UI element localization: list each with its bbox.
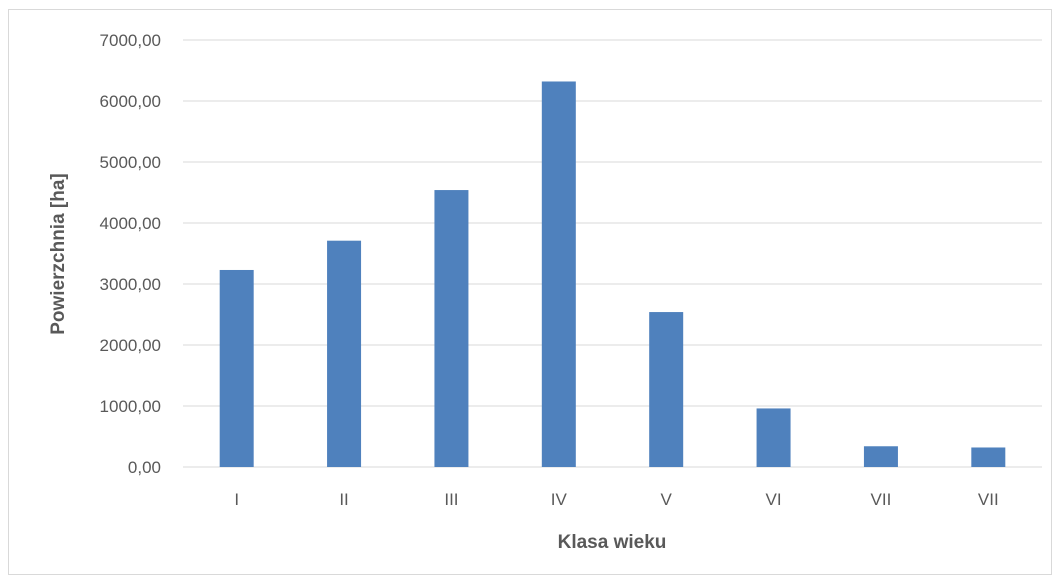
y-tick-label: 4000,00	[100, 214, 161, 233]
x-axis-title: Klasa wieku	[558, 532, 667, 553]
y-tick-label: 1000,00	[100, 397, 161, 416]
x-tick-label: III	[444, 490, 458, 509]
x-tick-label: V	[661, 490, 673, 509]
x-tick-label: II	[339, 490, 348, 509]
chart-frame	[8, 9, 1052, 575]
y-tick-label: 2000,00	[100, 336, 161, 355]
x-tick-label: VI	[766, 490, 782, 509]
bar	[756, 408, 791, 467]
gridlines	[183, 39, 1042, 468]
bar	[219, 269, 254, 467]
bar	[971, 447, 1006, 467]
y-axis-title: Powierzchnia [ha]	[48, 173, 69, 335]
y-tick-label: 3000,00	[100, 275, 161, 294]
y-axis-ticks: 0,00 1000,00 2000,00 3000,00 4000,00 5000,00 6…	[100, 31, 161, 477]
bar	[434, 190, 469, 467]
bar	[541, 81, 576, 467]
y-tick-label: 0,00	[128, 458, 161, 477]
bars	[219, 81, 1006, 467]
y-tick-label: 7000,00	[100, 31, 161, 50]
y-tick-label: 6000,00	[100, 92, 161, 111]
x-tick-label: IV	[551, 490, 568, 509]
x-axis-ticks: I II III IV V VI VII VII	[234, 490, 998, 509]
x-tick-label: VII	[871, 490, 892, 509]
bar	[649, 312, 684, 467]
bar	[327, 240, 362, 467]
y-tick-label: 5000,00	[100, 153, 161, 172]
x-tick-label: VII	[978, 490, 999, 509]
bar	[863, 446, 898, 467]
x-tick-label: I	[234, 490, 239, 509]
